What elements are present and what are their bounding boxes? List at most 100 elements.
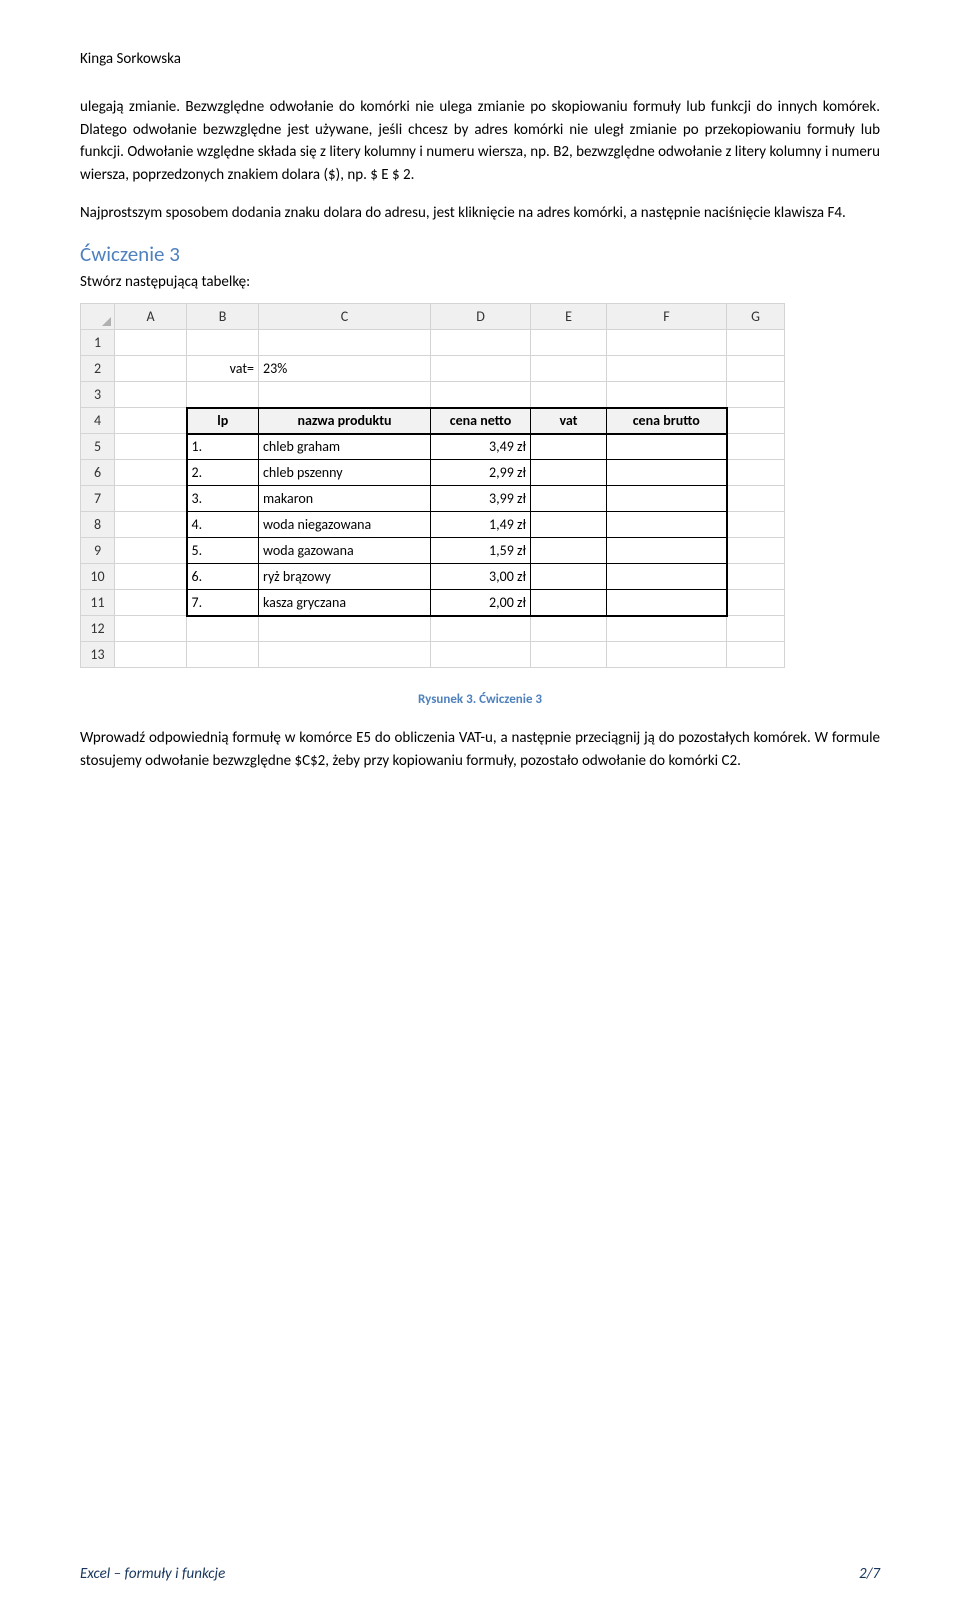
col-head-f[interactable]: F — [607, 304, 727, 330]
row-head-1[interactable]: 1 — [81, 330, 115, 356]
row-head-13[interactable]: 13 — [81, 642, 115, 668]
col-head-e[interactable]: E — [531, 304, 607, 330]
cell-g2[interactable] — [727, 356, 785, 382]
cell-c7[interactable]: makaron — [259, 486, 431, 512]
row-head-6[interactable]: 6 — [81, 460, 115, 486]
cell-g6[interactable] — [727, 460, 785, 486]
cell-g13[interactable] — [727, 642, 785, 668]
cell-g3[interactable] — [727, 382, 785, 408]
cell-b6[interactable]: 2. — [187, 460, 259, 486]
cell-b10[interactable]: 6. — [187, 564, 259, 590]
row-head-11[interactable]: 11 — [81, 590, 115, 616]
cell-b12[interactable] — [187, 616, 259, 642]
cell-a13[interactable] — [115, 642, 187, 668]
cell-f7[interactable] — [607, 486, 727, 512]
cell-f11[interactable] — [607, 590, 727, 616]
cell-g5[interactable] — [727, 434, 785, 460]
cell-f8[interactable] — [607, 512, 727, 538]
cell-b9[interactable]: 5. — [187, 538, 259, 564]
cell-e12[interactable] — [531, 616, 607, 642]
cell-e2[interactable] — [531, 356, 607, 382]
cell-a1[interactable] — [115, 330, 187, 356]
cell-d8[interactable]: 1,49 zł — [431, 512, 531, 538]
cell-e5[interactable] — [531, 434, 607, 460]
cell-f3[interactable] — [607, 382, 727, 408]
row-head-8[interactable]: 8 — [81, 512, 115, 538]
col-head-b[interactable]: B — [187, 304, 259, 330]
cell-d6[interactable]: 2,99 zł — [431, 460, 531, 486]
cell-g8[interactable] — [727, 512, 785, 538]
cell-a11[interactable] — [115, 590, 187, 616]
cell-e1[interactable] — [531, 330, 607, 356]
cell-e13[interactable] — [531, 642, 607, 668]
cell-g11[interactable] — [727, 590, 785, 616]
row-head-9[interactable]: 9 — [81, 538, 115, 564]
cell-f2[interactable] — [607, 356, 727, 382]
cell-c6[interactable]: chleb pszenny — [259, 460, 431, 486]
cell-c3[interactable] — [259, 382, 431, 408]
cell-b8[interactable]: 4. — [187, 512, 259, 538]
cell-f12[interactable] — [607, 616, 727, 642]
cell-e10[interactable] — [531, 564, 607, 590]
cell-g4[interactable] — [727, 408, 785, 434]
cell-a5[interactable] — [115, 434, 187, 460]
cell-a2[interactable] — [115, 356, 187, 382]
cell-a10[interactable] — [115, 564, 187, 590]
cell-d2[interactable] — [431, 356, 531, 382]
cell-a3[interactable] — [115, 382, 187, 408]
select-all-corner[interactable] — [81, 304, 115, 330]
cell-d4[interactable]: cena netto — [431, 408, 531, 434]
cell-g9[interactable] — [727, 538, 785, 564]
cell-g12[interactable] — [727, 616, 785, 642]
cell-c1[interactable] — [259, 330, 431, 356]
cell-f10[interactable] — [607, 564, 727, 590]
cell-c9[interactable]: woda gazowana — [259, 538, 431, 564]
cell-c11[interactable]: kasza gryczana — [259, 590, 431, 616]
cell-f9[interactable] — [607, 538, 727, 564]
cell-b7[interactable]: 3. — [187, 486, 259, 512]
cell-c2[interactable]: 23% — [259, 356, 431, 382]
cell-c12[interactable] — [259, 616, 431, 642]
row-head-3[interactable]: 3 — [81, 382, 115, 408]
cell-g7[interactable] — [727, 486, 785, 512]
col-head-c[interactable]: C — [259, 304, 431, 330]
cell-d3[interactable] — [431, 382, 531, 408]
cell-f5[interactable] — [607, 434, 727, 460]
cell-e7[interactable] — [531, 486, 607, 512]
cell-b13[interactable] — [187, 642, 259, 668]
cell-b4[interactable]: lp — [187, 408, 259, 434]
cell-d10[interactable]: 3,00 zł — [431, 564, 531, 590]
row-head-7[interactable]: 7 — [81, 486, 115, 512]
cell-f4[interactable]: cena brutto — [607, 408, 727, 434]
cell-e6[interactable] — [531, 460, 607, 486]
cell-a8[interactable] — [115, 512, 187, 538]
row-head-12[interactable]: 12 — [81, 616, 115, 642]
cell-b11[interactable]: 7. — [187, 590, 259, 616]
cell-b2[interactable]: vat= — [187, 356, 259, 382]
cell-a9[interactable] — [115, 538, 187, 564]
row-head-2[interactable]: 2 — [81, 356, 115, 382]
cell-b3[interactable] — [187, 382, 259, 408]
cell-b5[interactable]: 1. — [187, 434, 259, 460]
cell-f13[interactable] — [607, 642, 727, 668]
cell-c5[interactable]: chleb graham — [259, 434, 431, 460]
cell-d11[interactable]: 2,00 zł — [431, 590, 531, 616]
cell-c8[interactable]: woda niegazowana — [259, 512, 431, 538]
cell-g10[interactable] — [727, 564, 785, 590]
cell-f6[interactable] — [607, 460, 727, 486]
cell-a4[interactable] — [115, 408, 187, 434]
cell-d9[interactable]: 1,59 zł — [431, 538, 531, 564]
cell-c4[interactable]: nazwa produktu — [259, 408, 431, 434]
cell-d1[interactable] — [431, 330, 531, 356]
cell-e9[interactable] — [531, 538, 607, 564]
col-head-d[interactable]: D — [431, 304, 531, 330]
cell-c13[interactable] — [259, 642, 431, 668]
cell-e8[interactable] — [531, 512, 607, 538]
cell-d12[interactable] — [431, 616, 531, 642]
cell-f1[interactable] — [607, 330, 727, 356]
row-head-5[interactable]: 5 — [81, 434, 115, 460]
cell-d7[interactable]: 3,99 zł — [431, 486, 531, 512]
cell-a7[interactable] — [115, 486, 187, 512]
cell-g1[interactable] — [727, 330, 785, 356]
cell-a6[interactable] — [115, 460, 187, 486]
